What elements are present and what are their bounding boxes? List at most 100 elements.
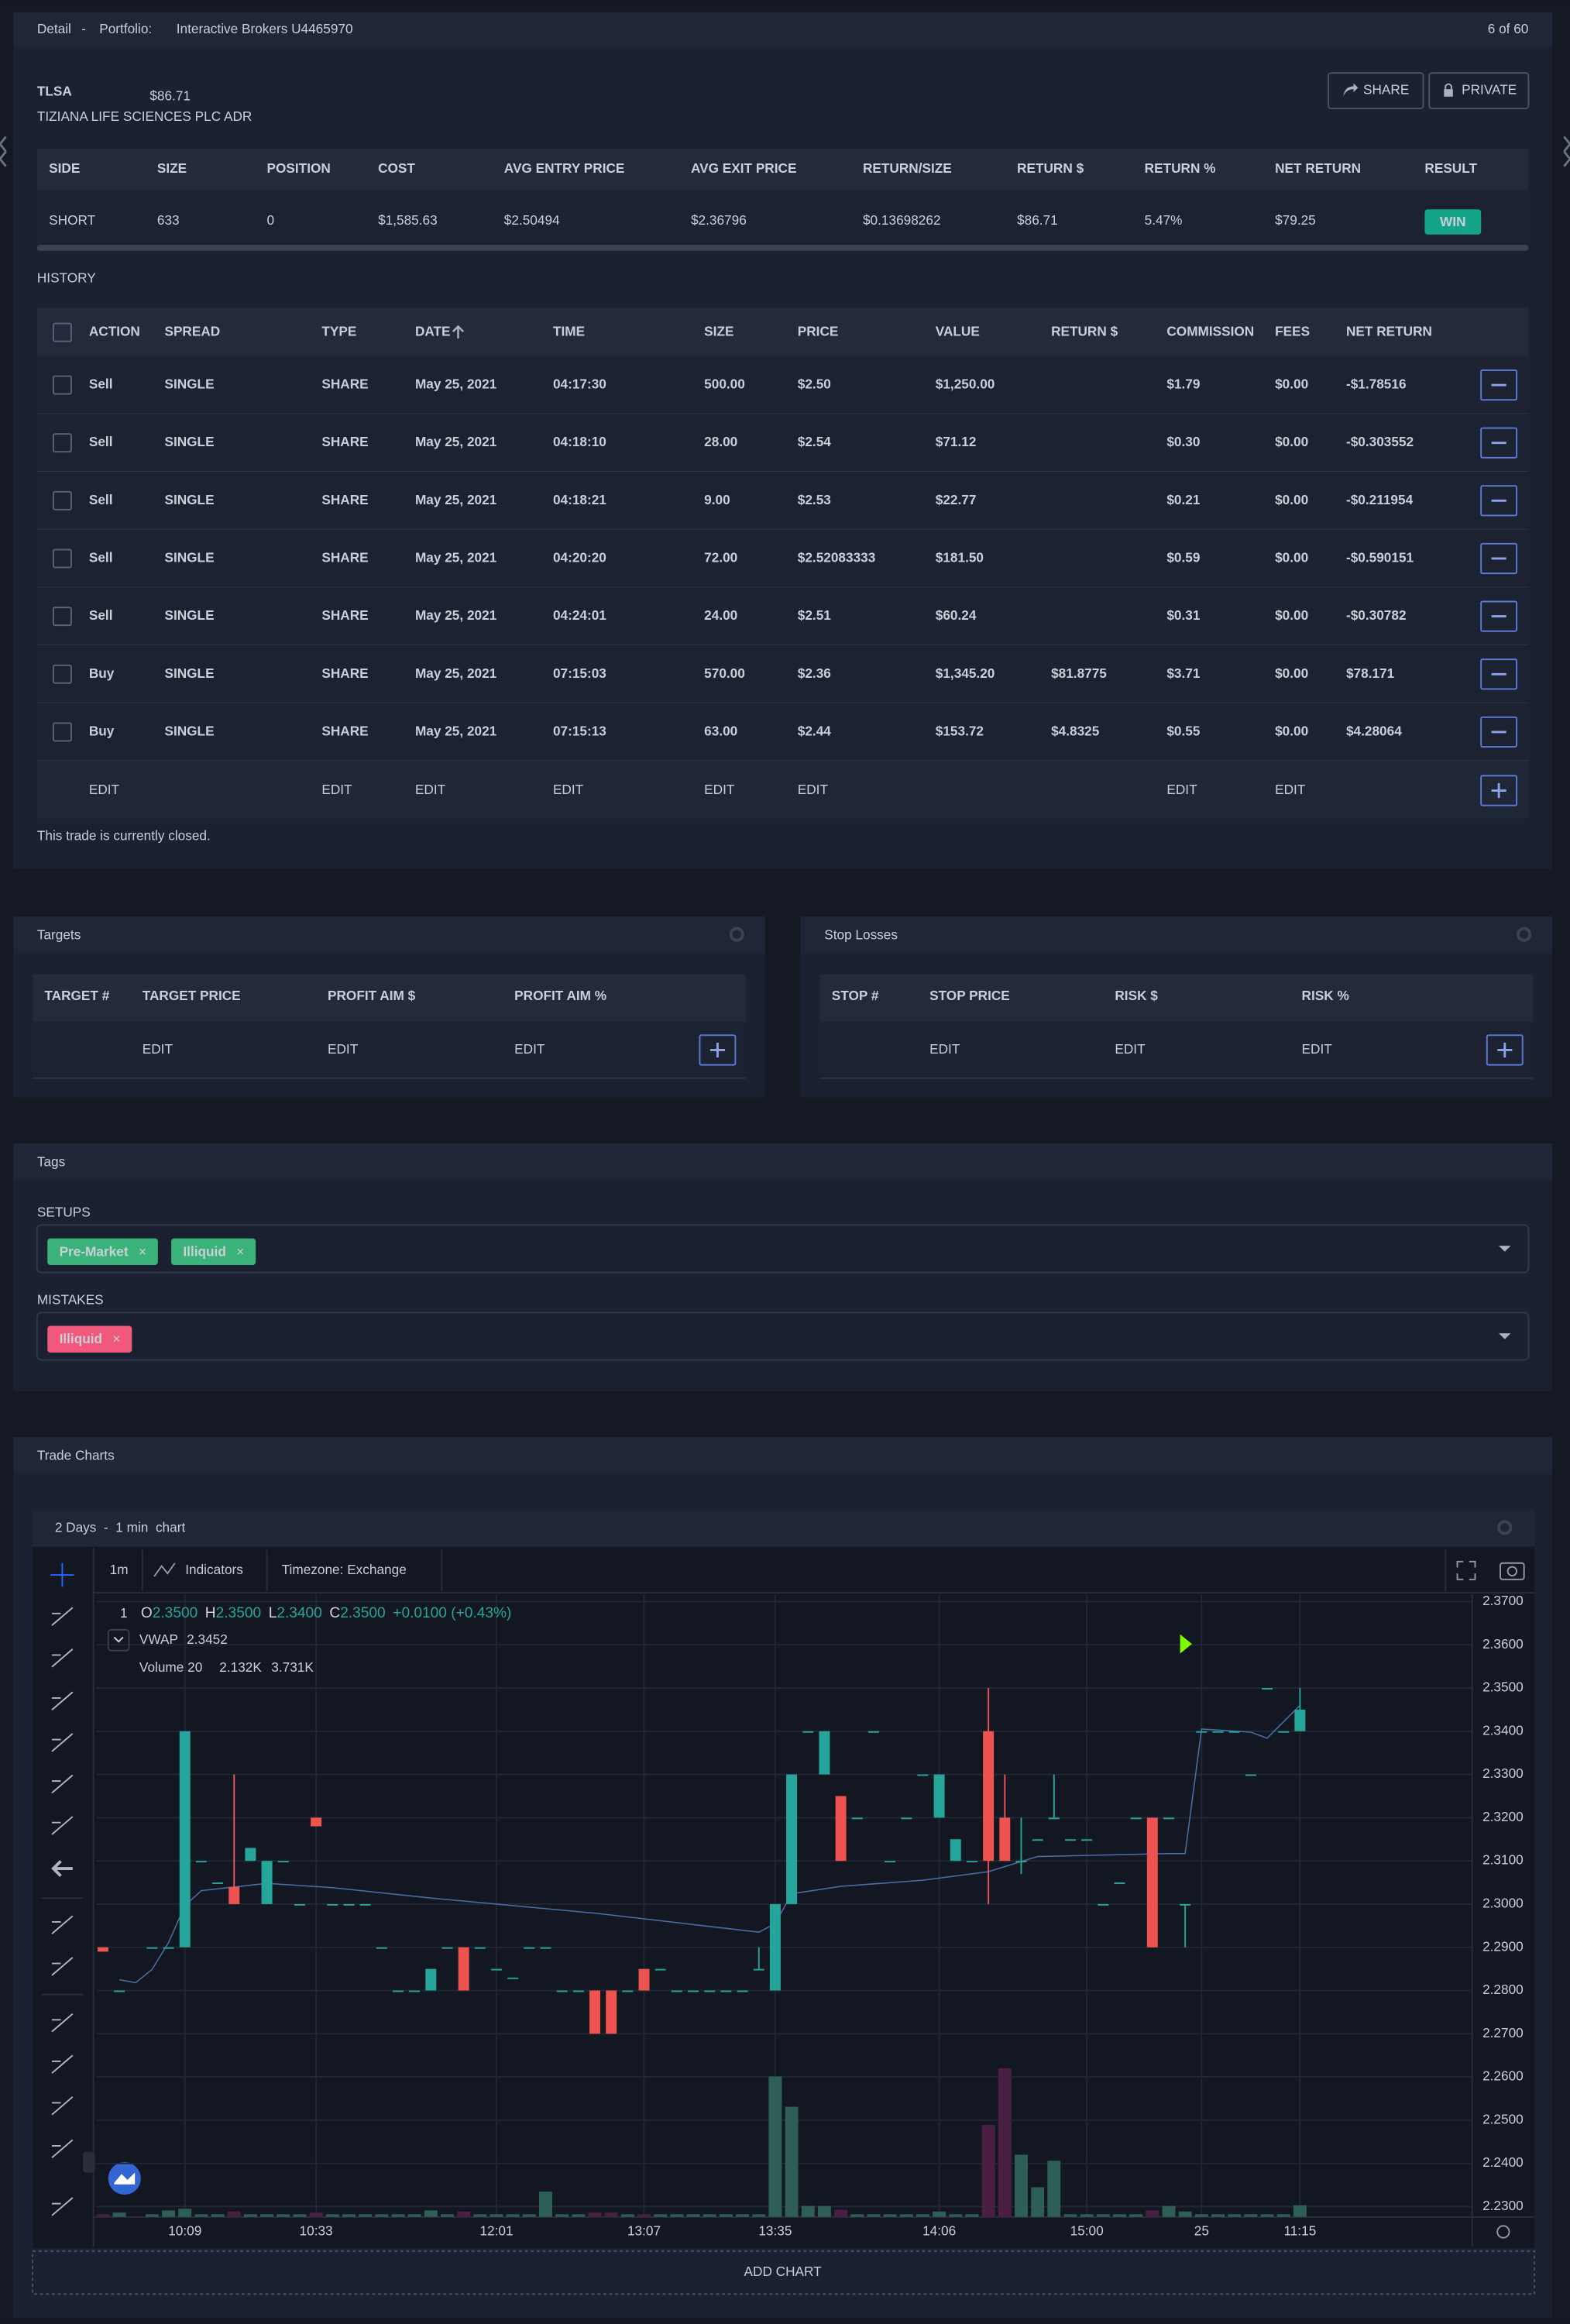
history-column-header: NET RETURN bbox=[1346, 324, 1432, 339]
volume-bar bbox=[178, 2209, 192, 2217]
chart-toolbar-item[interactable]: 1m bbox=[110, 1562, 129, 1577]
candle-body bbox=[1228, 1731, 1240, 1733]
tool-icon[interactable] bbox=[51, 1733, 74, 1752]
history-cell: Sell bbox=[89, 607, 113, 623]
tool-icon[interactable] bbox=[51, 1607, 74, 1626]
add-button[interactable] bbox=[699, 1034, 737, 1066]
tool-icon[interactable] bbox=[51, 2013, 74, 2033]
settings-icon[interactable] bbox=[1517, 927, 1532, 942]
tool-icon[interactable] bbox=[51, 1774, 74, 1794]
edit-link[interactable]: EDIT bbox=[929, 1041, 960, 1057]
checkbox[interactable] bbox=[52, 664, 72, 684]
tag-remove[interactable]: × bbox=[236, 1243, 244, 1259]
settings-icon[interactable] bbox=[729, 927, 744, 942]
add-button[interactable] bbox=[1480, 775, 1518, 806]
header-button[interactable] bbox=[1428, 72, 1530, 110]
tag-select[interactable] bbox=[36, 1312, 1530, 1361]
remove-button[interactable] bbox=[1480, 658, 1518, 690]
volume-bar bbox=[1211, 2214, 1225, 2217]
tool-icon[interactable] bbox=[51, 1816, 74, 1835]
checkbox[interactable] bbox=[52, 607, 72, 627]
candle-body bbox=[950, 1839, 961, 1862]
chart-toolbar-item[interactable]: Indicators bbox=[185, 1562, 243, 1577]
edit-link[interactable]: EDIT bbox=[321, 782, 352, 797]
prev-arrow[interactable] bbox=[0, 136, 7, 167]
candle-body bbox=[1048, 1817, 1060, 1820]
checkbox[interactable] bbox=[52, 375, 72, 395]
tool-icon[interactable] bbox=[51, 1957, 74, 1976]
candle-body bbox=[933, 1774, 945, 1818]
history-cell: $153.72 bbox=[936, 723, 984, 738]
edit-link[interactable]: EDIT bbox=[1302, 1041, 1333, 1057]
header-button[interactable] bbox=[1328, 72, 1424, 110]
fullscreen-icon[interactable] bbox=[1456, 1560, 1476, 1580]
edit-link[interactable]: EDIT bbox=[143, 1041, 173, 1057]
remove-button[interactable] bbox=[1480, 600, 1518, 632]
remove-button[interactable] bbox=[1480, 716, 1518, 748]
edit-link[interactable]: EDIT bbox=[415, 782, 446, 797]
header-button-label[interactable]: SHARE bbox=[1363, 82, 1409, 98]
add-button[interactable] bbox=[1486, 1034, 1524, 1066]
tag-select[interactable] bbox=[36, 1224, 1530, 1274]
volume-bar bbox=[1244, 2214, 1258, 2217]
volume-bar bbox=[1228, 2214, 1242, 2217]
edit-link[interactable]: EDIT bbox=[553, 782, 584, 797]
history-cell: $2.36 bbox=[798, 665, 831, 681]
tag-label: Illiquid bbox=[183, 1243, 225, 1259]
edit-link[interactable]: EDIT bbox=[704, 782, 735, 797]
remove-button[interactable] bbox=[1480, 485, 1518, 517]
volume-bar bbox=[162, 2210, 176, 2217]
checkbox[interactable] bbox=[52, 548, 72, 569]
header-button-label[interactable]: PRIVATE bbox=[1462, 82, 1517, 98]
tool-icon[interactable] bbox=[51, 2139, 74, 2159]
screenshot-icon[interactable] bbox=[1500, 1562, 1525, 1580]
candle-body bbox=[1294, 1709, 1306, 1731]
candle-body bbox=[720, 1990, 732, 1992]
tool-icon[interactable] bbox=[51, 1860, 73, 1877]
volume-bar bbox=[933, 2211, 946, 2217]
checkbox[interactable] bbox=[52, 433, 72, 453]
tool-icon[interactable] bbox=[51, 1915, 74, 1935]
tool-icon[interactable] bbox=[51, 1648, 74, 1668]
edit-link[interactable]: EDIT bbox=[328, 1041, 359, 1057]
add-chart-button[interactable] bbox=[32, 2250, 1536, 2295]
axis-settings-icon[interactable] bbox=[1496, 2225, 1510, 2239]
legend-collapse[interactable] bbox=[107, 1628, 130, 1652]
checkbox[interactable] bbox=[52, 322, 72, 342]
checkbox[interactable] bbox=[52, 490, 72, 511]
dropdown-arrow bbox=[1499, 1333, 1511, 1339]
chart-toolbar-item[interactable]: Timezone: Exchange bbox=[282, 1562, 407, 1577]
volume-bar bbox=[768, 2076, 782, 2217]
collapse-toggle[interactable] bbox=[83, 2151, 95, 2173]
next-arrow[interactable] bbox=[1563, 136, 1570, 167]
history-cell: Sell bbox=[89, 492, 113, 507]
tag-chip bbox=[171, 1238, 256, 1266]
tool-icon[interactable] bbox=[50, 1563, 74, 1587]
edit-link[interactable]: EDIT bbox=[1275, 782, 1306, 797]
checkbox[interactable] bbox=[52, 722, 72, 742]
summary-column-header: AVG EXIT PRICE bbox=[691, 160, 797, 176]
edit-link[interactable]: EDIT bbox=[1166, 782, 1197, 797]
table-edit-row bbox=[33, 1022, 746, 1078]
tag-remove[interactable]: × bbox=[112, 1331, 120, 1346]
settings-icon[interactable] bbox=[1497, 1520, 1513, 1535]
tool-icon[interactable] bbox=[51, 2054, 74, 2074]
edit-link[interactable]: EDIT bbox=[89, 782, 120, 797]
add-chart-label[interactable]: ADD CHART bbox=[744, 2264, 823, 2279]
remove-button[interactable] bbox=[1480, 427, 1518, 459]
history-cell: May 25, 2021 bbox=[415, 665, 497, 681]
volume-bar bbox=[572, 2214, 586, 2217]
history-column-header: FEES bbox=[1275, 324, 1310, 339]
tool-icon[interactable] bbox=[51, 1691, 74, 1710]
edit-link[interactable]: EDIT bbox=[514, 1041, 545, 1057]
candle-body bbox=[1015, 1861, 1027, 1863]
candle-body bbox=[1278, 1731, 1290, 1733]
remove-button[interactable] bbox=[1480, 542, 1518, 575]
remove-button[interactable] bbox=[1480, 369, 1518, 401]
edit-link[interactable]: EDIT bbox=[1115, 1041, 1146, 1057]
volume-bar bbox=[1096, 2214, 1110, 2217]
tag-remove[interactable]: × bbox=[139, 1243, 146, 1259]
tool-icon[interactable] bbox=[51, 2197, 74, 2216]
edit-link[interactable]: EDIT bbox=[798, 782, 829, 797]
tool-icon[interactable] bbox=[51, 2096, 74, 2116]
